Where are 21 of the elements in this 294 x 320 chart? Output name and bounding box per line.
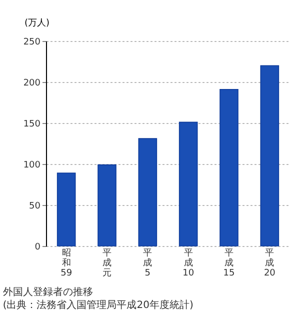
x-tick-label: 平成15 [223,248,235,278]
bar [98,164,116,246]
x-tick-label: 平成5 [143,248,152,278]
bar [178,122,198,246]
y-tick-label: 200 [23,78,41,88]
y-tick-label: 250 [23,38,41,48]
y-axis-title: (万人) [24,18,50,28]
text: 外国人登録者の推移 [2,286,93,298]
x-tick-label: 平成10 [182,248,194,278]
bar [260,65,280,246]
x-tick-label: 平成20 [264,248,276,278]
y-tick-label: 100 [23,160,41,170]
y-tick-label: 150 [23,120,41,130]
x-tick-label: 平成元 [102,248,112,278]
bar [56,172,76,246]
x-tick-label: 昭和59 [60,248,72,278]
y-tick-label: 0 [34,242,41,252]
text: (出典：法務省入国管理局平成20年度統計) [2,299,194,311]
y-tick-label: 50 [29,202,41,212]
bar [138,138,158,246]
bar [220,88,238,246]
